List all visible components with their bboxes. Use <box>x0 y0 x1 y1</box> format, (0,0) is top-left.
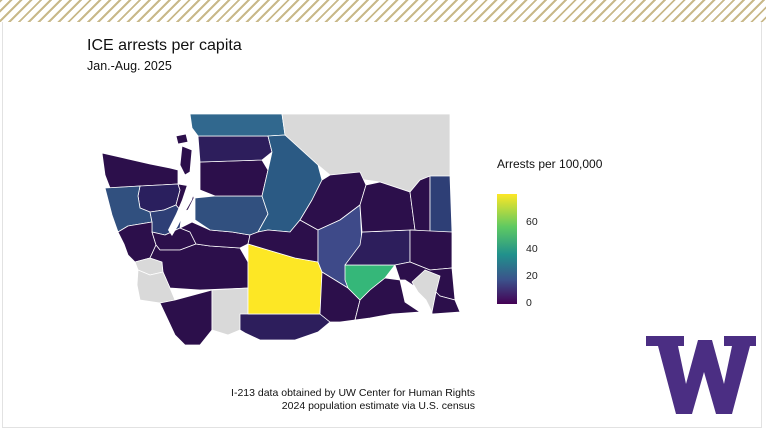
legend-tick-label: 20 <box>526 270 538 282</box>
county-san-juan <box>175 133 189 145</box>
source-line-2: 2024 population estimate via U.S. census <box>281 400 475 412</box>
legend-tick <box>517 275 522 276</box>
legend-color-bar <box>497 194 517 304</box>
legend-tick <box>517 221 522 222</box>
county-clallam <box>101 152 179 189</box>
county-walla-walla <box>354 277 421 321</box>
source-note: I-213 data obtained by UW Center for Hum… <box>200 387 475 413</box>
county-pend-oreille <box>429 175 453 233</box>
map-title: ICE arrests per capita <box>87 37 242 54</box>
legend-tick-label: 40 <box>526 243 538 255</box>
legend-title: Arrests per 100,000 <box>497 157 603 171</box>
county-snohomish <box>199 159 269 197</box>
county-spokane <box>409 229 453 271</box>
legend-tick-label: 60 <box>526 216 538 228</box>
uw-w-logo-icon <box>646 336 756 414</box>
county-klickitat <box>239 313 331 341</box>
legend-tick <box>517 248 522 249</box>
county-asotin <box>431 291 461 315</box>
county-whatcom <box>189 113 286 137</box>
legend-tick-label: 0 <box>526 297 532 309</box>
county-skagit <box>197 135 273 163</box>
county-clark <box>159 289 213 346</box>
puget-sound-water <box>168 182 196 236</box>
legend-tick <box>517 302 522 303</box>
decorative-stripe-band <box>0 0 766 22</box>
map-subtitle: Jan.-Aug. 2025 <box>87 59 172 73</box>
county-island <box>179 145 193 176</box>
source-line-1: I-213 data obtained by UW Center for Hum… <box>231 387 475 399</box>
